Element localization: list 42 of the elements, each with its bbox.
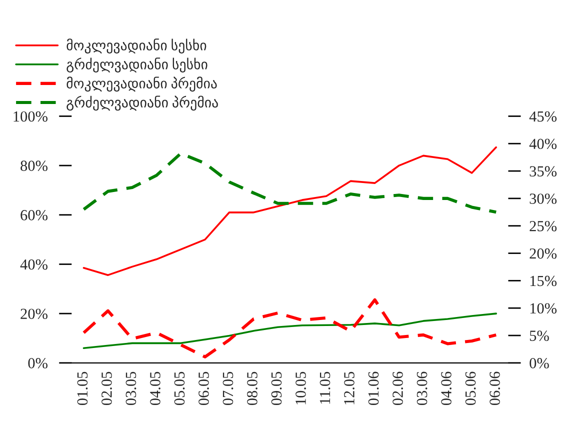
x-tick-label: 08.05 xyxy=(247,372,258,406)
x-tick-label: 05.05 xyxy=(174,372,185,406)
line-series xyxy=(82,146,498,276)
y-tick-label: 40% xyxy=(20,259,48,270)
x-tick-label: 03.06 xyxy=(416,372,428,406)
y-tick-label: 20% xyxy=(20,308,48,320)
x-tick-label: 10.05 xyxy=(296,372,306,404)
y2-tick-label: 20% xyxy=(530,248,557,259)
x-tick-label: 01.06 xyxy=(368,372,379,406)
legend-label: მოკლევადიანი სესხი xyxy=(66,38,206,54)
y-tick-label: 60% xyxy=(20,210,48,220)
x-tick-label: 07.05 xyxy=(222,372,234,406)
x-tick-label: 02.06 xyxy=(392,372,403,406)
y2-tick-label: 0% xyxy=(530,358,549,368)
y-tick-label: 0% xyxy=(28,358,48,368)
x-tick-label: 04.06 xyxy=(441,372,452,406)
legend-label: გრძელვადიანი პრემია xyxy=(66,96,218,111)
y2-tick-label: 35% xyxy=(530,166,557,177)
x-tick-label: 03.05 xyxy=(126,372,136,406)
y2-tick-label: 10% xyxy=(530,303,557,314)
x-tick-label: 12.05 xyxy=(344,372,354,404)
line-series xyxy=(82,312,498,350)
legend-label: მოკლევადიანი პრემია xyxy=(66,76,217,92)
x-tick-label: 02.05 xyxy=(102,372,112,406)
y2-tick-label: 5% xyxy=(530,330,549,341)
y2-tick-label: 40% xyxy=(529,138,557,150)
x-tick-label: 05.06 xyxy=(465,372,476,406)
y2-tick-label: 25% xyxy=(530,220,557,232)
line-series xyxy=(82,298,498,358)
x-tick-label: 04.05 xyxy=(150,372,160,406)
y-tick-label: 100% xyxy=(14,111,48,122)
legend-label: გრძელვადიანი სესხი xyxy=(66,58,208,72)
y2-tick-label: 30% xyxy=(530,194,557,204)
y-tick-label: 80% xyxy=(20,160,48,172)
line-series xyxy=(82,152,498,214)
x-tick-label: 09.05 xyxy=(271,372,282,406)
x-tick-label: 06.06 xyxy=(490,372,500,406)
x-tick-label: 06.05 xyxy=(198,372,209,406)
y2-tick-label: 45% xyxy=(529,111,557,122)
x-tick-label: 11.05 xyxy=(320,372,330,404)
y2-tick-label: 15% xyxy=(530,276,557,286)
x-tick-label: 01.05 xyxy=(77,372,88,406)
